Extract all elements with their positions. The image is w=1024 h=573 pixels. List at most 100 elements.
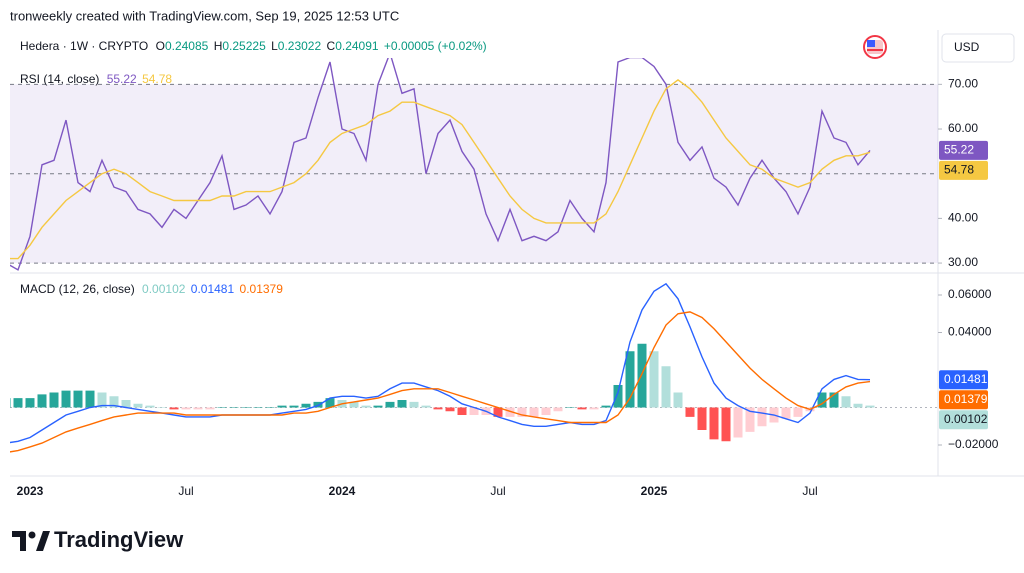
histogram-bar <box>97 392 107 408</box>
ohlc-value: 0.25225 <box>222 39 266 53</box>
ohlc-value: 0.24091 <box>335 39 379 53</box>
histogram-bar <box>313 401 323 408</box>
histogram-bar <box>397 400 407 408</box>
histogram-bar <box>445 407 455 412</box>
histogram-bar <box>613 385 623 408</box>
histogram-bar <box>793 407 803 417</box>
series-line <box>10 79 871 260</box>
histogram-bar <box>589 407 599 410</box>
histogram-bar <box>853 403 863 408</box>
series-line <box>10 282 871 444</box>
histogram-bar <box>721 407 731 442</box>
histogram-bar <box>409 401 419 408</box>
currency-button[interactable] <box>941 33 1015 63</box>
ohlc-label: L <box>271 39 278 53</box>
y-tick-label: 70.00 <box>948 77 978 91</box>
histogram-bar <box>61 390 71 408</box>
histogram-bar <box>817 392 827 408</box>
x-tick-label: Jul <box>178 484 193 498</box>
x-tick-label: 2023 <box>17 484 44 498</box>
histogram-bar <box>661 366 671 408</box>
rsi-legend: RSI (14, close) 55.22 54.78 <box>20 72 172 86</box>
histogram-bar <box>85 390 95 408</box>
series-line <box>10 58 871 271</box>
histogram-bar <box>685 407 695 417</box>
histogram-bar <box>649 351 659 408</box>
price-label: 0.00102 <box>944 412 988 426</box>
histogram-bar <box>469 407 479 415</box>
ohlc-value: 0.24085 <box>165 39 209 53</box>
histogram-bar <box>709 407 719 440</box>
histogram-bar <box>181 407 191 410</box>
histogram-bar <box>577 407 587 410</box>
histogram-bar <box>205 407 215 410</box>
y-tick-label: 0.06000 <box>948 287 992 301</box>
histogram-bar <box>37 394 47 408</box>
histogram-bar <box>373 405 383 408</box>
price-label-box <box>939 390 988 410</box>
brand: TradingView <box>54 527 184 552</box>
histogram-bar <box>169 407 179 410</box>
histogram-bar <box>109 396 119 408</box>
histogram-bar <box>253 407 263 408</box>
histogram-bar <box>637 343 647 408</box>
x-tick-label: Jul <box>490 484 505 498</box>
histogram-bar <box>325 398 335 408</box>
histogram-bar <box>505 407 515 417</box>
histogram-bar <box>49 392 59 408</box>
rsi-ma-value: 54.78 <box>142 72 172 86</box>
y-tick-label: 0.04000 <box>948 325 992 339</box>
y-tick-label: 60.00 <box>948 121 978 135</box>
histogram-bar <box>757 407 767 427</box>
price-label-box <box>939 160 988 180</box>
change: +0.00005 (+0.02%) <box>384 39 487 53</box>
histogram-bar <box>229 407 239 408</box>
histogram-bar <box>553 407 563 412</box>
histogram-bar <box>157 407 167 408</box>
histogram-bar <box>385 401 395 408</box>
histogram-bar <box>265 407 275 408</box>
ohlc-label: H <box>214 39 223 53</box>
macd-title: MACD (12, 26, close) <box>20 282 135 296</box>
ohlc-label: C <box>327 39 336 53</box>
price-label-box <box>939 410 988 430</box>
price-label-box <box>939 140 988 160</box>
symbol: Hedera · 1W · CRYPTO <box>20 39 148 53</box>
currency: USD <box>954 40 980 54</box>
histogram-bar <box>421 405 431 408</box>
histogram-bar <box>733 407 743 438</box>
x-tick-label: Jul <box>802 484 817 498</box>
histogram-bar <box>121 400 131 408</box>
brand-logo <box>12 531 50 551</box>
macd-pane <box>10 282 938 453</box>
macd-value: 0.01481 <box>191 282 235 296</box>
x-tick-label: 2024 <box>329 484 356 498</box>
histogram-bar <box>145 405 155 408</box>
plot-layer: 30.00 40.00 60.00 70.00 55.22 54.78 0.06000 0.0… <box>10 58 999 498</box>
histogram-bar <box>301 403 311 408</box>
histogram-bar <box>781 407 791 419</box>
hist-value: 0.00102 <box>142 282 186 296</box>
macd-legend: MACD (12, 26, close) 0.00102 0.01481 0.0… <box>20 282 283 296</box>
histogram-bar <box>541 407 551 415</box>
price-label: 55.22 <box>944 143 974 157</box>
histogram-bar <box>349 401 359 408</box>
histogram-bar <box>133 403 143 408</box>
histogram-bar <box>697 407 707 430</box>
price-label: 54.78 <box>944 163 974 177</box>
histogram-bar <box>433 407 443 410</box>
symbol-legend: Hedera · 1W · CRYPTO O0.24085 H0.25225 L… <box>20 39 487 53</box>
price-label: 0.01481 <box>944 372 988 386</box>
histogram-bar <box>865 405 875 408</box>
histogram-bar <box>565 407 575 408</box>
ohlc-label: O <box>156 39 165 53</box>
histogram-bar <box>277 405 287 408</box>
histogram-bar <box>73 390 83 408</box>
attribution: tronweekly created with TradingView.com,… <box>10 8 399 23</box>
histogram-bar <box>745 407 755 432</box>
histogram-bar <box>289 405 299 408</box>
histogram-bar <box>457 407 467 415</box>
histogram-bar <box>517 407 527 417</box>
histogram-bar <box>193 407 203 410</box>
